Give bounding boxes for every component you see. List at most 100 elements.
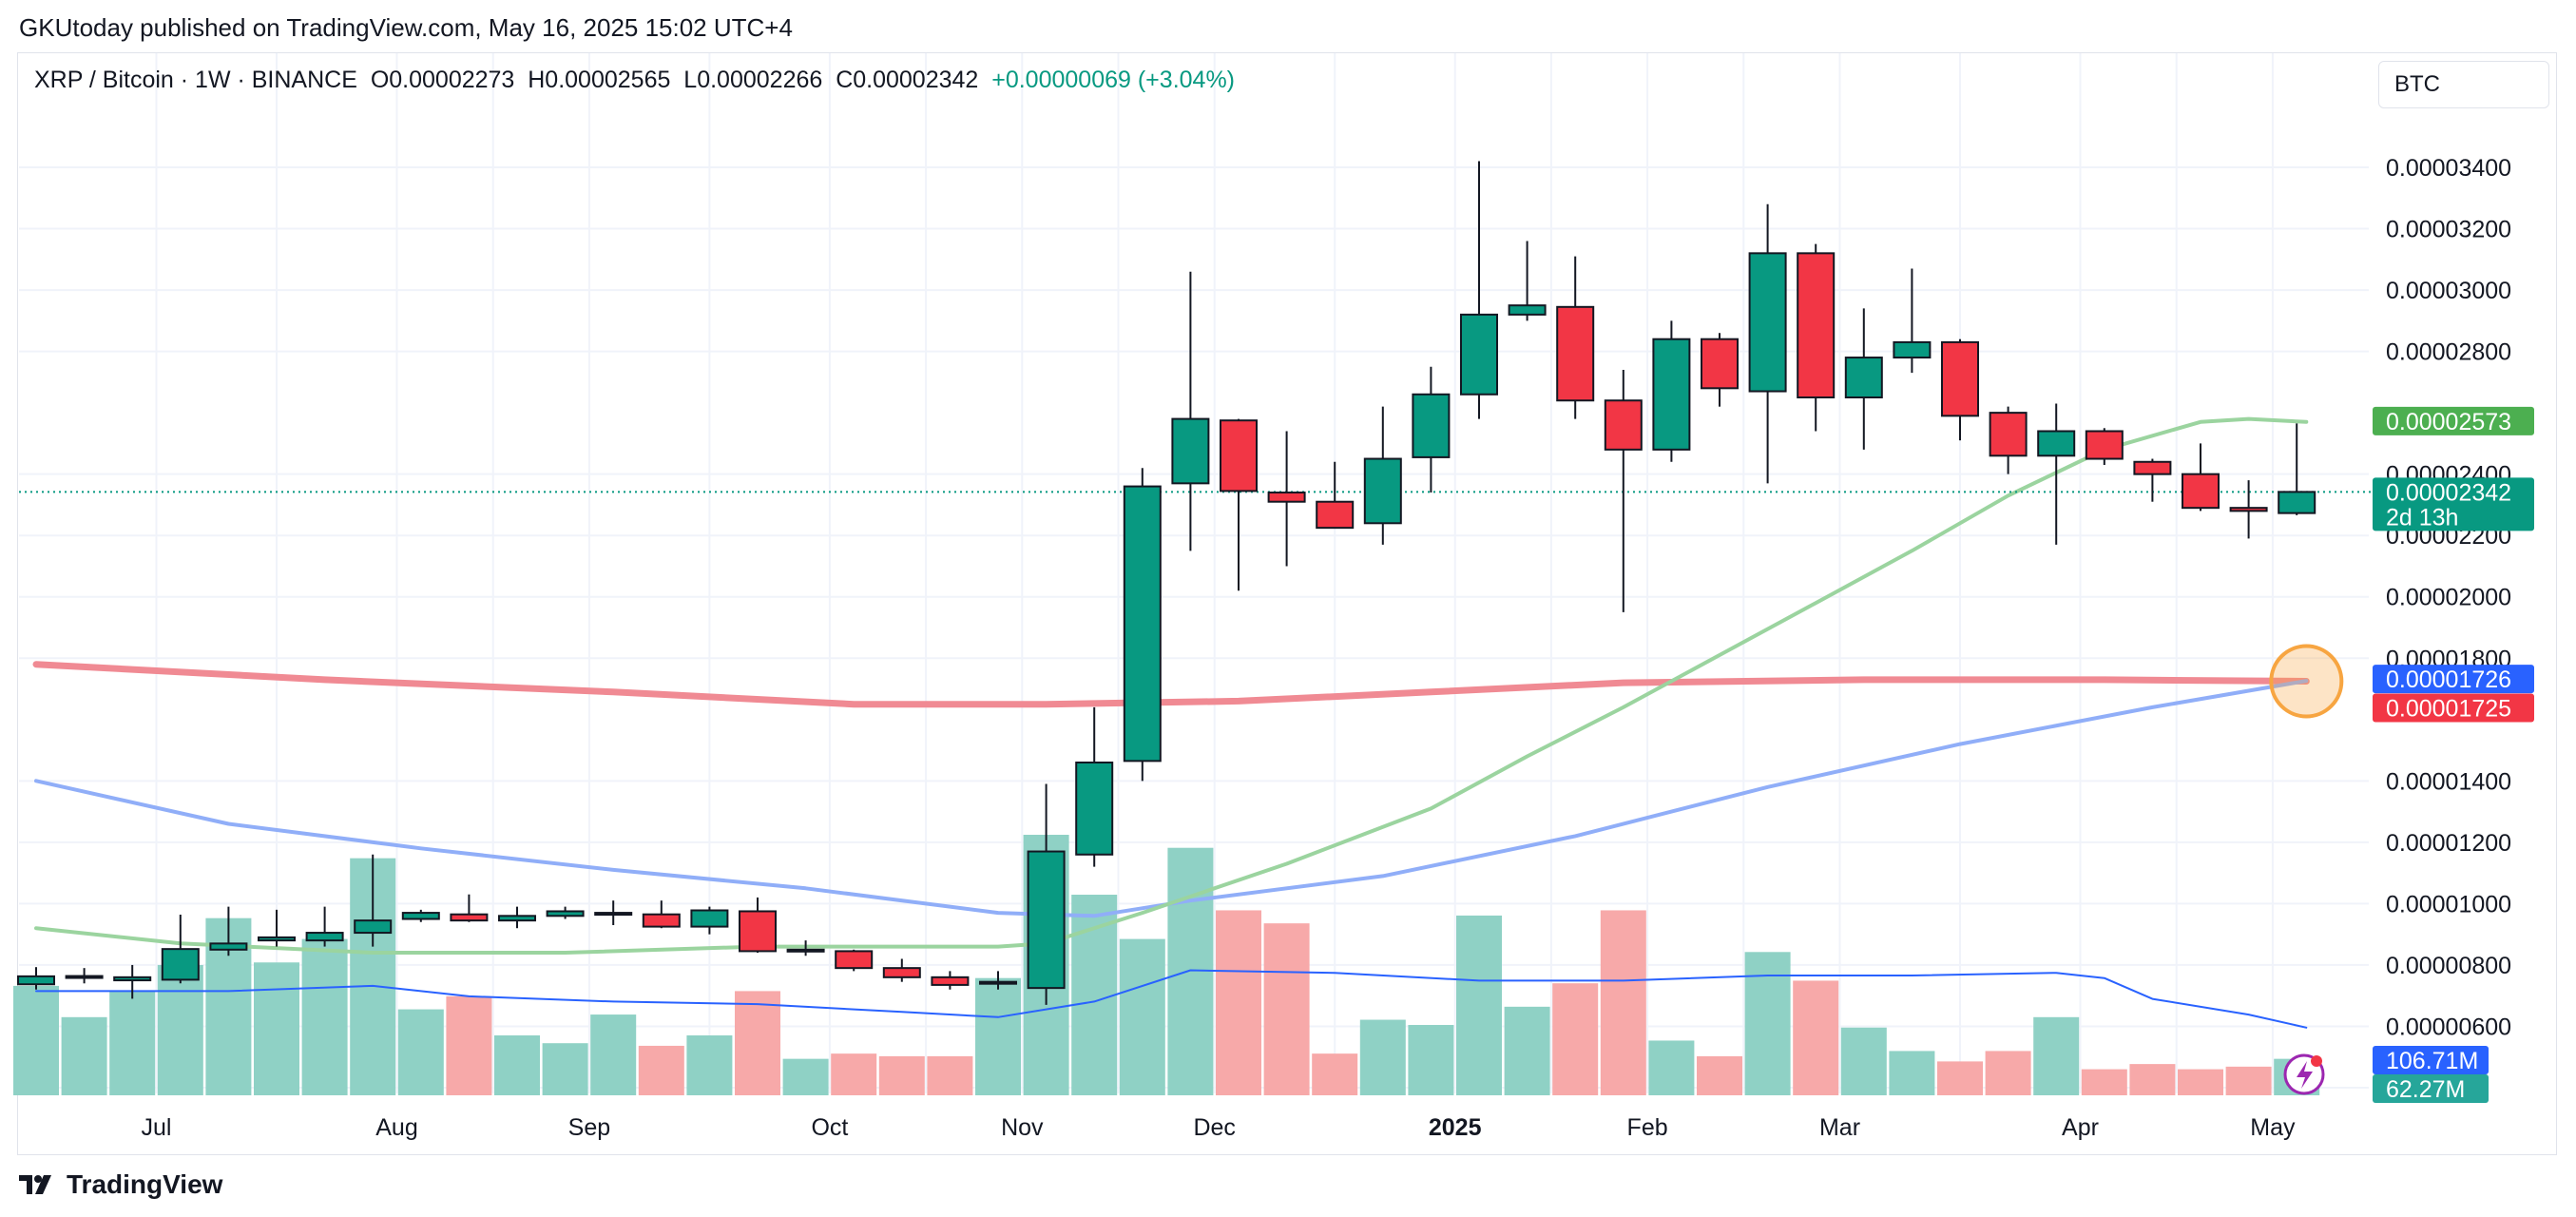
candle-body[interactable]: [2229, 507, 2268, 512]
volume-label-vol: [2373, 1074, 2489, 1103]
candle-body[interactable]: [1075, 761, 1114, 856]
candle-body[interactable]: [113, 976, 152, 982]
candle-body[interactable]: [401, 912, 440, 920]
ma-blue-line: [34, 679, 2309, 918]
y-tick-label: 0.00002800: [2386, 339, 2511, 366]
price-label-text-ma-green: 0.00002573: [2386, 409, 2511, 435]
volume-bar: [686, 1034, 733, 1095]
candle-body[interactable]: [979, 980, 1017, 985]
y-tick-label: 0.00000800: [2386, 953, 2511, 979]
ma-cross-highlight-circle: [2269, 644, 2344, 719]
ohlc-high: H0.00002565: [528, 67, 671, 93]
volume-bar: [975, 977, 1021, 1095]
x-tick-label: Mar: [1819, 1114, 1860, 1141]
candle-body[interactable]: [1171, 417, 1210, 485]
candle-body[interactable]: [2037, 430, 2076, 457]
price-label-ma-green: [2373, 406, 2534, 435]
candle-body[interactable]: [1941, 340, 1979, 417]
candle-body[interactable]: [546, 910, 585, 918]
candle-body[interactable]: [786, 948, 825, 953]
candle-body[interactable]: [1220, 419, 1258, 493]
candle-body[interactable]: [1748, 252, 1787, 393]
candle-body[interactable]: [1701, 338, 1739, 390]
volume-label-text-vol-ma: 106.71M: [2386, 1048, 2478, 1074]
candle-body[interactable]: [690, 909, 729, 928]
volume-bar: [1167, 847, 1214, 1095]
candle-body[interactable]: [931, 976, 970, 986]
x-tick-label: Apr: [2062, 1114, 2099, 1141]
candle-body[interactable]: [65, 975, 104, 979]
currency-button[interactable]: BTC: [2378, 61, 2549, 108]
volume-bar: [1312, 1053, 1358, 1095]
candle-body[interactable]: [161, 948, 200, 981]
volume-bar: [1216, 910, 1261, 1095]
volume-bar: [13, 985, 59, 1095]
volume-bar: [782, 1058, 829, 1095]
candle-body[interactable]: [17, 975, 55, 986]
candle-body[interactable]: [1412, 393, 1451, 458]
candle-body[interactable]: [739, 910, 777, 953]
volume-label-vol-ma: [2373, 1046, 2489, 1074]
notification-dot-icon: [2311, 1055, 2322, 1067]
candle-body[interactable]: [1989, 412, 2028, 457]
candle-body[interactable]: [1027, 850, 1066, 990]
candle-body[interactable]: [209, 942, 248, 951]
price-label-text-current: 0.00002342: [2386, 479, 2511, 506]
y-tick-label: 0.00003200: [2386, 217, 2511, 243]
volume-bar: [301, 938, 348, 1095]
ohlc-close: C0.00002342: [836, 67, 979, 93]
candle-body[interactable]: [642, 913, 681, 928]
candle-body[interactable]: [882, 967, 921, 978]
volume-label-text-vol: 62.27M: [2386, 1076, 2465, 1103]
candle-body[interactable]: [1460, 313, 1498, 396]
countdown-label: 2d 13h: [2386, 504, 2458, 531]
volume-bar: [109, 991, 156, 1095]
volume-bar: [927, 1055, 973, 1095]
volume-bar: [878, 1055, 925, 1095]
volume-bar: [1937, 1061, 1983, 1095]
x-tick-label: Jul: [142, 1114, 172, 1141]
candle-body[interactable]: [1604, 399, 1643, 451]
volume-bar: [2081, 1069, 2127, 1095]
candle-body[interactable]: [2133, 460, 2172, 475]
volume-bar: [2225, 1066, 2272, 1095]
price-label-current: [2373, 477, 2534, 531]
candle-body[interactable]: [1267, 492, 1306, 503]
volume-bar: [254, 962, 299, 1095]
volume-bar: [61, 1016, 107, 1095]
candle-body[interactable]: [1123, 485, 1162, 763]
x-tick-label: Nov: [1001, 1114, 1044, 1141]
candle-body[interactable]: [2085, 430, 2124, 460]
candle-body[interactable]: [354, 919, 393, 935]
publish-credit: GKUtoday published on TradingView.com, M…: [19, 13, 793, 42]
symbol-legend: XRP / Bitcoin · 1W · BINANCE O0.00002273…: [34, 67, 1235, 94]
candle-body[interactable]: [1363, 457, 1402, 525]
volume-bar: [446, 995, 492, 1095]
candle-body[interactable]: [1844, 357, 1883, 399]
volume-bar: [2129, 1064, 2176, 1095]
volume-bar: [590, 1014, 637, 1095]
x-tick-label: Oct: [811, 1114, 848, 1141]
candle-body[interactable]: [1893, 340, 1932, 359]
candle-body[interactable]: [305, 932, 344, 942]
candle-body[interactable]: [594, 912, 633, 917]
price-label-ma-blue: [2373, 665, 2534, 694]
candle-body[interactable]: [2278, 491, 2316, 514]
candle-body[interactable]: [1556, 305, 1595, 402]
candle-body[interactable]: [1508, 304, 1547, 316]
symbol-name[interactable]: XRP / Bitcoin · 1W · BINANCE: [34, 67, 357, 93]
candle-body[interactable]: [258, 936, 296, 942]
candle-body[interactable]: [450, 913, 489, 922]
candle-body[interactable]: [498, 915, 536, 922]
tradingview-logo-icon: [19, 1175, 51, 1194]
candle-body[interactable]: [1316, 500, 1355, 530]
y-tick-label: 0.00001200: [2386, 830, 2511, 857]
volume-bar: [2033, 1016, 2080, 1095]
candle-body[interactable]: [835, 950, 874, 970]
candle-body[interactable]: [1797, 252, 1836, 399]
candle-body[interactable]: [1652, 338, 1691, 451]
candle-body[interactable]: [2182, 473, 2220, 510]
tradingview-brand[interactable]: TradingView: [19, 1169, 222, 1200]
y-tick-label: 0.00001000: [2386, 891, 2511, 918]
